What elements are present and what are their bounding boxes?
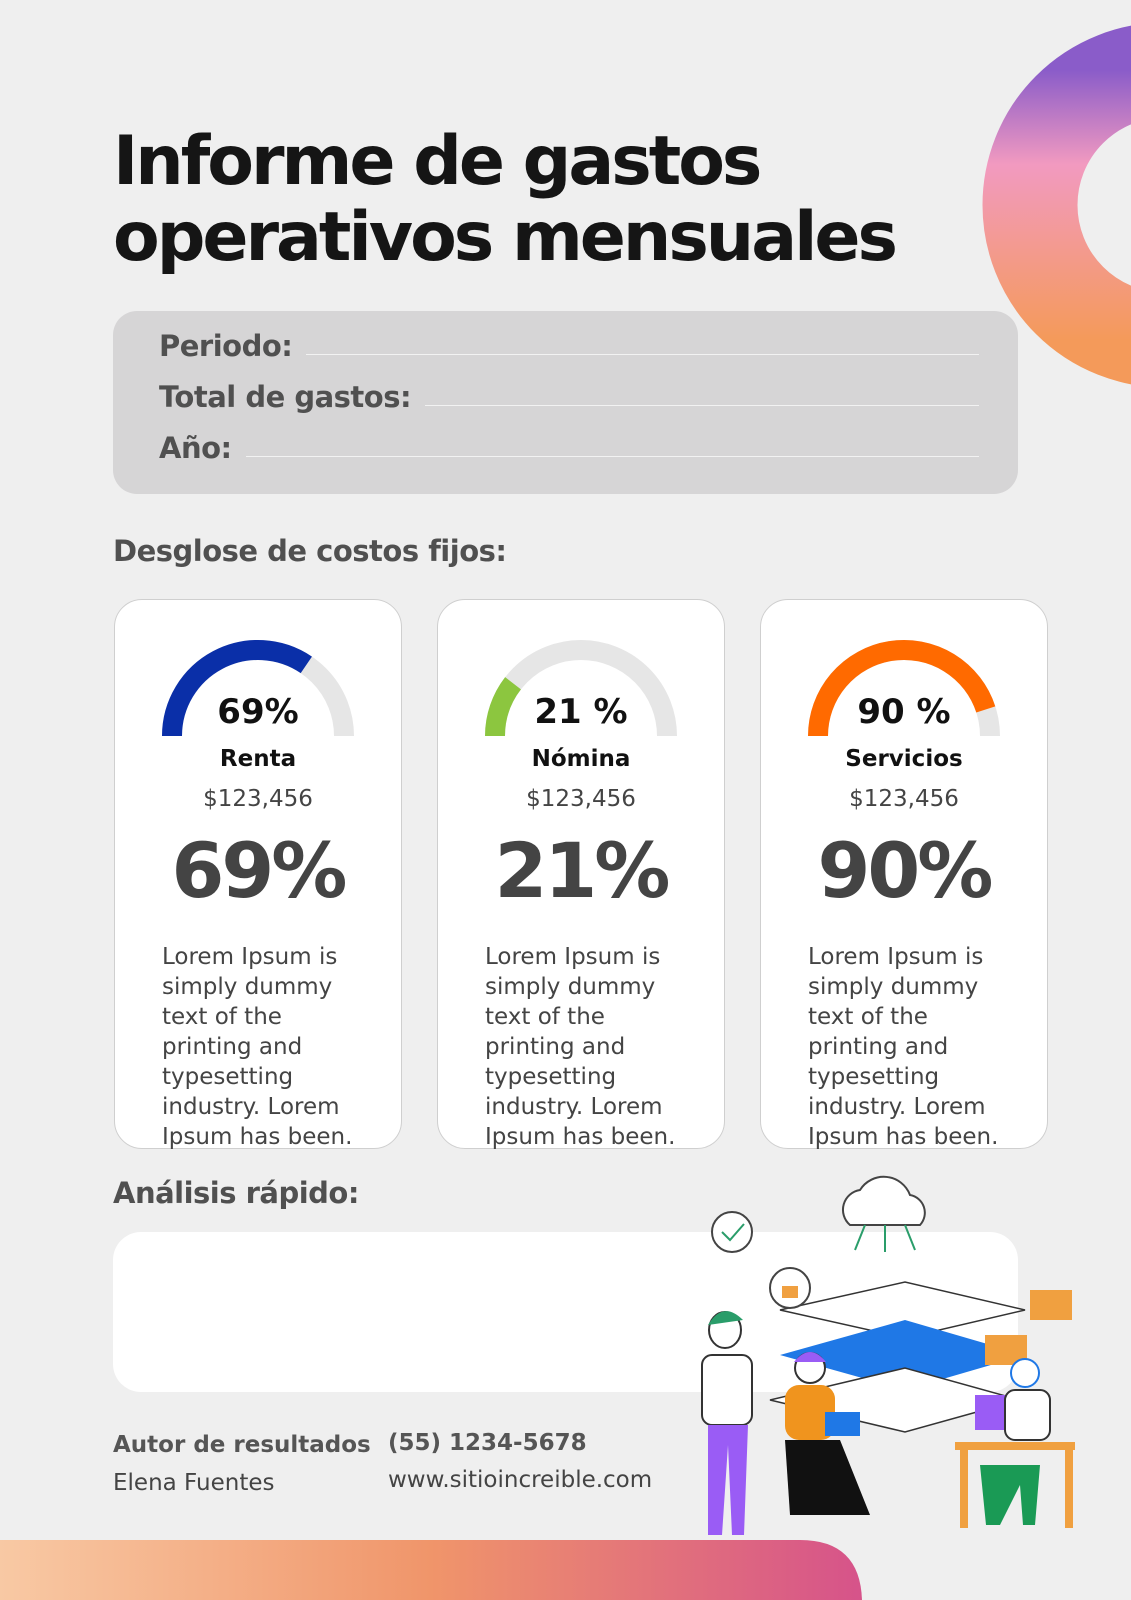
card-amount: $123,456 (526, 786, 636, 812)
card-description: Lorem Ipsum is simply dummy text of the … (162, 944, 353, 1150)
gauge (162, 640, 354, 737)
card-percent: 90% (817, 826, 994, 915)
card-name: Servicios (845, 746, 963, 772)
form-field: Periodo: (159, 329, 979, 363)
field-label: Año: (159, 431, 232, 465)
title: operativos mensuales (113, 198, 898, 277)
field-label: Total de gastos: (159, 380, 412, 414)
card-name: Renta (219, 746, 297, 772)
gauge-arc (162, 640, 312, 737)
author-label: Autor de resultados (113, 1432, 371, 1458)
gauge-arc (485, 677, 522, 737)
form-field: Total de gastos: (159, 380, 979, 414)
gauge-label: 69% (217, 692, 299, 732)
decor-ring (982, 25, 1131, 385)
card-amount: $123,456 (203, 786, 313, 812)
field-line (306, 354, 979, 355)
card-amount: $123,456 (849, 786, 959, 812)
card: 69% Renta $123,456 69% Lorem Ipsum is simply… (114, 599, 402, 1150)
form-field: Año: (159, 431, 979, 465)
phone: (55) 1234-5678 (388, 1430, 587, 1456)
form-box: Periodo: Total de gastos: Año: (113, 311, 1018, 494)
field-line (245, 456, 979, 457)
gauge-label: 90 % (857, 692, 951, 732)
gauge-label: 21 % (534, 692, 628, 732)
card: 21 % Nómina $123,456 21% Lorem Ipsum is simp… (437, 599, 725, 1150)
field-line (425, 405, 979, 406)
card-name: Nómina (531, 746, 631, 772)
gauge (808, 640, 1000, 737)
title: Informe de gastos (113, 122, 762, 201)
website: www.sitioincreible.com (388, 1467, 653, 1493)
card: 90 % Servicios $123,456 90% Lorem Ipsum is s… (760, 599, 1048, 1150)
card-percent: 21% (494, 826, 671, 915)
section-heading: Análisis rápido: (113, 1176, 359, 1210)
gauge-arc (808, 640, 996, 737)
bottom-band (0, 1540, 862, 1600)
section-heading: Desglose de costos fijos: (113, 534, 507, 568)
card-percent: 69% (171, 826, 348, 915)
illustration (701, 1175, 1075, 1535)
gauge (485, 640, 677, 737)
card-description: Lorem Ipsum is simply dummy text of the … (808, 944, 999, 1150)
author-name: Elena Fuentes (113, 1470, 275, 1496)
card-description: Lorem Ipsum is simply dummy text of the … (485, 944, 676, 1150)
field-label: Periodo: (159, 329, 293, 363)
